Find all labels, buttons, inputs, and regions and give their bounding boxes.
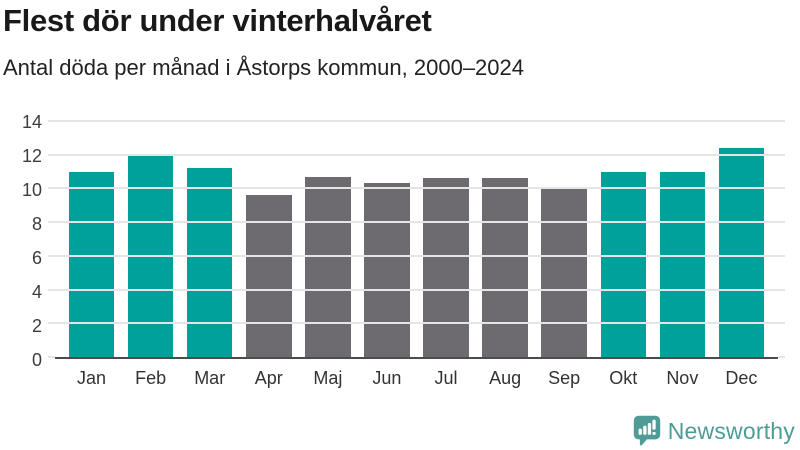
x-axis-label-maj: Maj [313,368,343,388]
newsworthy-bubble-chart-icon [633,415,661,447]
y-axis-tick-label-4: 4 [31,282,42,303]
right-tickmark-0 [778,356,785,358]
bar-sep [541,188,587,357]
gridline-6 [55,254,778,257]
right-tickmark-2 [778,322,785,325]
y-axis-tick-label-0: 0 [31,350,42,370]
right-tickmark-6 [778,254,785,257]
bar-slot-aug [476,121,535,357]
left-tickmark-10 [48,187,55,190]
gridline-4 [55,288,778,291]
left-tickmark-2 [48,322,55,325]
chart-subtitle: Antal döda per månad i Åstorps kommun, 2… [3,54,524,80]
bar-jan [68,171,115,357]
left-tickmark-14 [48,120,55,122]
y-axis-tick-label-8: 8 [31,214,42,235]
right-tickmark-4 [778,288,785,291]
x-axis-label-jan: Jan [77,368,107,388]
x-axis: Jan Feb Mar Apr Maj Jun Jul Aug Sep Okt Nov Dec [55,368,778,389]
bar-okt [600,171,646,357]
bar-slot-jul [416,121,475,357]
bar-slot-nov [653,121,712,357]
left-tickmark-4 [48,288,55,291]
y-axis-tick-label-12: 12 [21,146,42,166]
bar-nov [659,171,706,357]
chart-title: Flest dör under vinterhalvåret [3,3,432,38]
y-axis-tick-label-6: 6 [31,248,42,268]
x-axis-label-apr: Apr [254,368,283,388]
bar-slot-maj [298,121,357,357]
y-axis-tick-label-2: 2 [31,316,42,337]
x-axis-label-mar: Mar [194,368,226,388]
x-axis-label-sep: Sep [548,368,581,388]
bar-chart: 0 2 4 6 8 10 12 14 Jan Feb Mar Apr Maj Jun Jul Aug Sep O… [0,113,800,389]
chart-header: Flest dör under vinterhalvåret Antal död… [0,0,800,81]
bar-slot-jan [62,121,121,357]
y-axis: 0 2 4 6 8 10 12 14 [0,113,55,369]
x-axis-label-jul: Jul [434,368,458,388]
bar-slot-mar [180,121,239,357]
x-axis-label-nov: Nov [666,368,699,388]
x-axis-label-okt: Okt [609,368,638,388]
right-tickmark-10 [778,187,785,190]
x-axis-label-dec: Dec [725,368,758,388]
right-tickmark-14 [778,120,785,122]
bar-slot-jun [357,121,416,357]
brand-name: Newsworthy [667,417,795,444]
right-tickmark-12 [778,153,785,156]
gridline-12 [55,153,778,156]
newsworthy-logo: Newsworthy [633,415,795,447]
plot-area [48,120,785,359]
bar-slot-okt [594,121,653,357]
bar-slot-dec [712,121,771,357]
bar-mar [186,168,233,357]
bar-dec [718,147,765,357]
x-axis-label-feb: Feb [135,368,167,388]
left-tickmark-0 [48,356,55,358]
bar-jul [423,178,469,357]
plot-row: 0 2 4 6 8 10 12 14 [0,113,800,369]
left-tickmark-8 [48,221,55,224]
x-axis-label-jun: Jun [372,368,402,388]
gridline-8 [55,221,778,224]
bar-aug [482,178,528,357]
gridline-14 [55,120,778,122]
bar-apr [246,195,292,357]
left-tickmark-6 [48,254,55,257]
bar-jun [364,183,410,357]
gridline-2 [55,322,778,325]
left-tickmark-12 [48,153,55,156]
bar-maj [305,176,351,357]
right-tickmark-8 [778,221,785,224]
bar-slot-sep [535,121,594,357]
y-axis-tick-label-14: 14 [21,112,42,132]
y-axis-tick-label-10: 10 [21,180,42,200]
gridline-10 [55,187,778,190]
x-axis-label-aug: Aug [489,368,522,388]
